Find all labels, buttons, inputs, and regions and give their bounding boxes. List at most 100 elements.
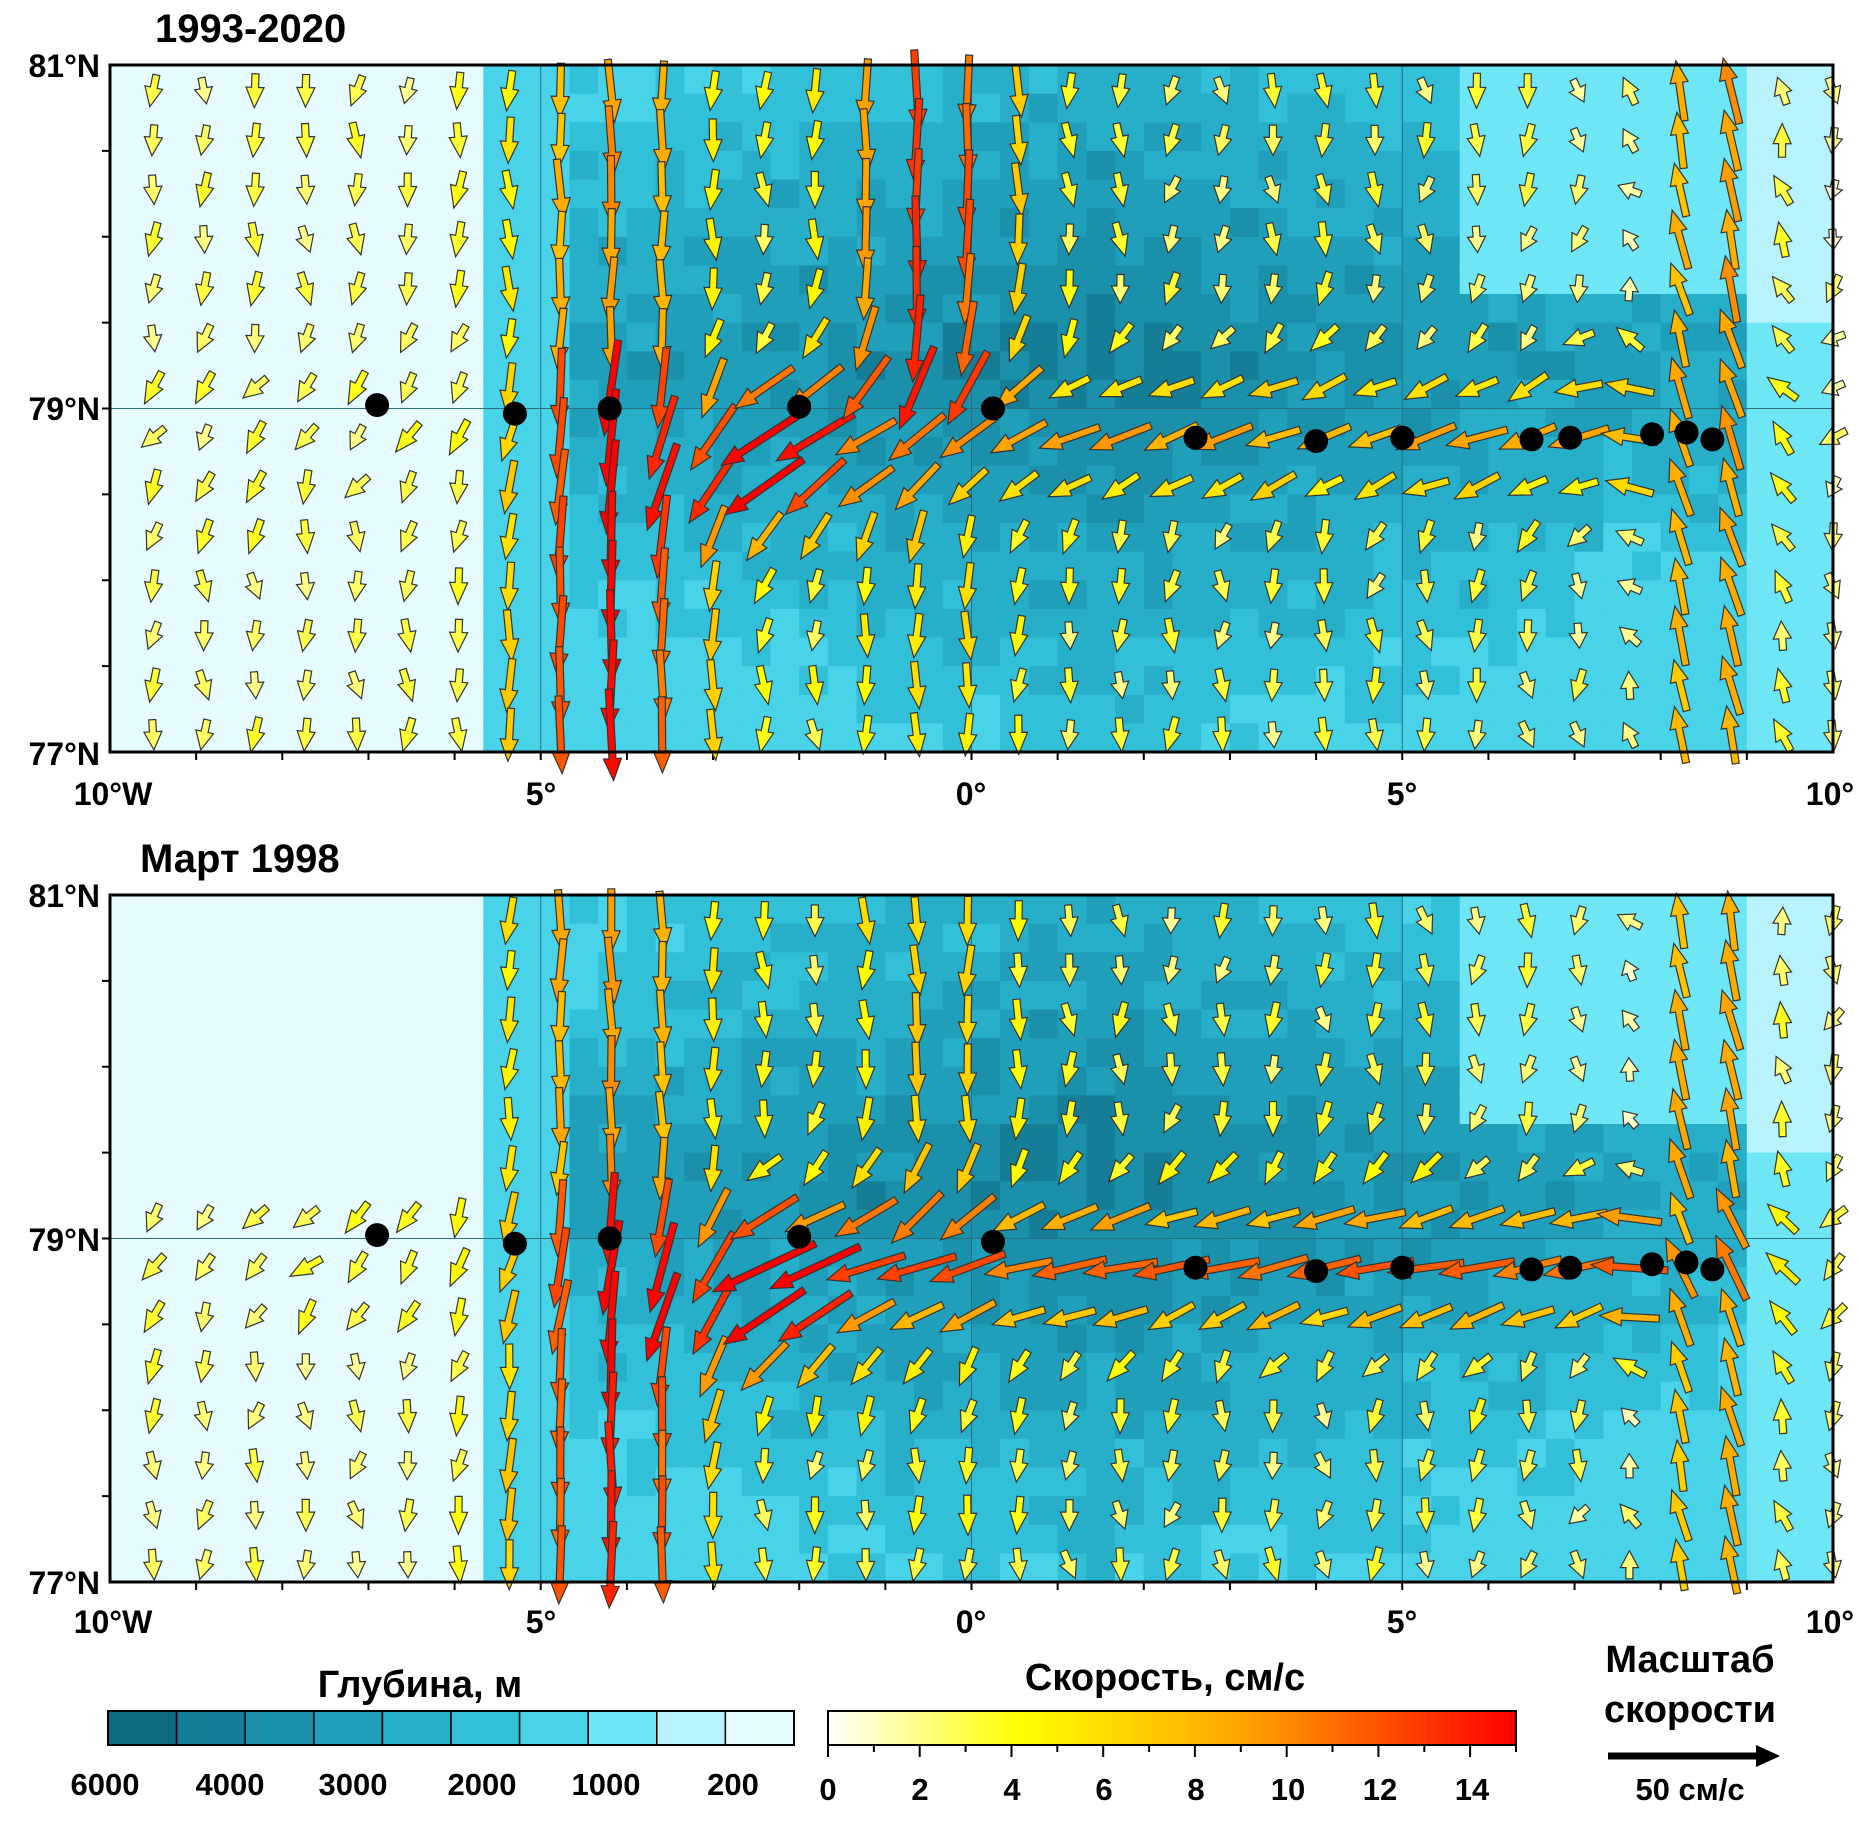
- depth-cell: [167, 294, 197, 324]
- depth-cell: [167, 1152, 197, 1182]
- depth-cell: [110, 723, 140, 753]
- depth-cell: [282, 1066, 312, 1096]
- depth-cell: [1028, 1524, 1059, 1554]
- depth-cell: [368, 1381, 398, 1411]
- depth-cell: [311, 551, 341, 581]
- depth-cell: [1287, 236, 1317, 266]
- depth-cell: [311, 1438, 341, 1469]
- depth-cell: [311, 580, 341, 610]
- depth-cell: [253, 1095, 283, 1125]
- depth-cell: [1143, 150, 1174, 181]
- depth-cell: [770, 551, 800, 581]
- depth-cell: [339, 980, 369, 1011]
- depth-cell: [1172, 150, 1202, 181]
- depth-cell: [1172, 980, 1202, 1011]
- depth-cell: [770, 1467, 800, 1497]
- depth-cell: [1402, 494, 1432, 524]
- station-marker: [502, 1231, 527, 1256]
- depth-color-swatch: [175, 1710, 246, 1746]
- depth-cell: [1689, 1353, 1719, 1383]
- depth-cell: [224, 208, 255, 238]
- depth-cell: [1230, 1496, 1260, 1526]
- depth-cell: [253, 1152, 283, 1182]
- station-marker: [502, 401, 527, 426]
- depth-cell: [368, 1410, 398, 1440]
- depth-cell: [626, 523, 657, 553]
- depth-cell: [110, 1524, 140, 1554]
- depth-cell: [167, 1095, 197, 1125]
- depth-cell: [827, 1438, 858, 1469]
- depth-cell: [827, 1410, 858, 1440]
- depth-cell: [827, 322, 858, 352]
- depth-cell: [1373, 294, 1403, 324]
- depth-cell: [1689, 694, 1719, 724]
- depth-cell: [1172, 923, 1202, 953]
- depth-cell: [1086, 1324, 1116, 1354]
- depth-cell: [1517, 1381, 1547, 1411]
- depth-cell: [282, 923, 312, 953]
- depth-cell: [1488, 1496, 1518, 1526]
- depth-cell: [1603, 494, 1633, 524]
- depth-cell: [885, 65, 915, 95]
- depth-cell: [1746, 93, 1777, 123]
- depth-cell: [1086, 1524, 1116, 1554]
- depth-cell: [1459, 351, 1489, 381]
- depth-cell: [1431, 637, 1461, 667]
- depth-cell: [1689, 1209, 1719, 1240]
- depth-cell: [167, 637, 197, 667]
- depth-cell: [1172, 351, 1202, 381]
- depth-cell: [1545, 1038, 1576, 1068]
- depth-cell: [770, 1009, 800, 1039]
- depth-cell: [1287, 694, 1317, 724]
- depth-cell: [885, 122, 915, 152]
- depth-cell: [167, 895, 197, 925]
- depth-cell: [741, 351, 772, 381]
- depth-cell: [1603, 980, 1633, 1011]
- station-marker: [787, 1224, 812, 1249]
- depth-cell: [196, 1095, 226, 1125]
- depth-cell: [224, 351, 255, 381]
- depth-cell: [626, 1066, 657, 1096]
- depth-cell: [138, 895, 168, 925]
- depth-cell: [1746, 723, 1777, 753]
- scale-title-line2: скорости: [1604, 1689, 1776, 1731]
- depth-cell: [1488, 1324, 1518, 1354]
- depth-cell: [885, 608, 915, 639]
- depth-cell: [569, 322, 599, 352]
- depth-cell: [311, 1267, 341, 1297]
- depth-cell: [1287, 551, 1317, 581]
- depth-cell: [253, 923, 283, 953]
- depth-cell: [253, 294, 283, 324]
- depth-cell: [167, 465, 197, 495]
- depth-cell: [282, 1095, 312, 1125]
- depth-cell: [311, 294, 341, 324]
- depth-cell: [167, 723, 197, 753]
- speed-tick-label: 12: [1363, 1772, 1397, 1807]
- panel-title: 1993-2020: [155, 7, 346, 51]
- depth-cell: [540, 1353, 571, 1383]
- depth-cell: [1000, 551, 1030, 581]
- depth-cell: [1804, 494, 1834, 524]
- depth-cell: [138, 1066, 168, 1096]
- depth-cell: [971, 580, 1001, 610]
- depth-cell: [770, 1438, 800, 1469]
- depth-cell: [1746, 65, 1777, 95]
- depth-cell: [167, 1524, 197, 1554]
- depth-cell: [1028, 265, 1059, 295]
- depth-cell: [224, 1152, 255, 1182]
- depth-cell: [397, 895, 427, 925]
- depth-cell: [1143, 694, 1174, 724]
- depth-cell: [311, 265, 341, 295]
- depth-cell: [1545, 1467, 1576, 1497]
- depth-cell: [253, 208, 283, 238]
- depth-cell: [1804, 93, 1834, 123]
- depth-cell: [684, 150, 714, 181]
- depth-cell: [311, 1381, 341, 1411]
- depth-cell: [626, 980, 657, 1011]
- depth-cell: [425, 1553, 456, 1583]
- depth-cell: [1574, 1181, 1604, 1211]
- depth-cell: [1230, 1095, 1260, 1125]
- depth-cell: [1201, 1181, 1231, 1211]
- depth-cell: [1230, 1381, 1260, 1411]
- depth-cell: [110, 437, 140, 467]
